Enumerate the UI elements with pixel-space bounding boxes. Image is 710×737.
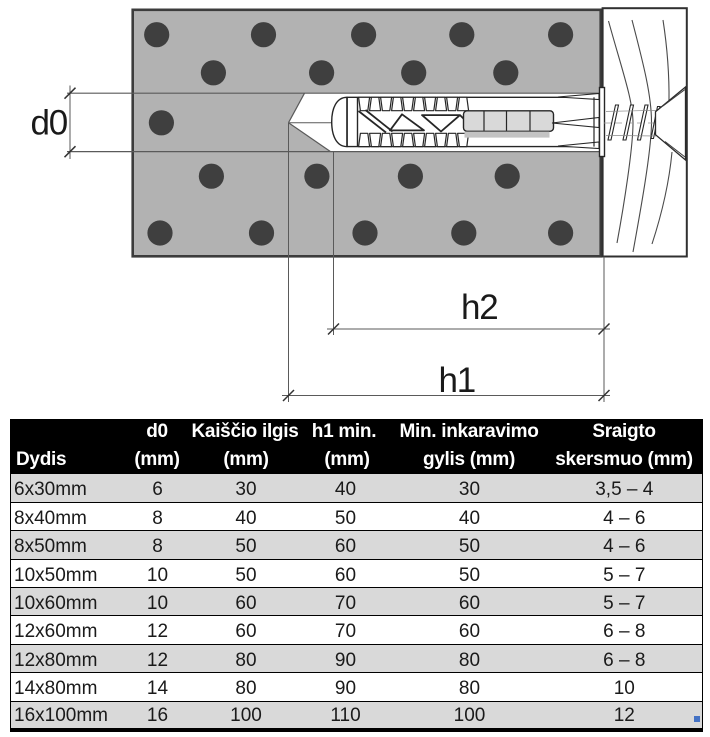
svg-text:d0: d0	[31, 104, 68, 143]
svg-text:h2: h2	[461, 288, 498, 327]
svg-text:h1: h1	[439, 361, 476, 400]
